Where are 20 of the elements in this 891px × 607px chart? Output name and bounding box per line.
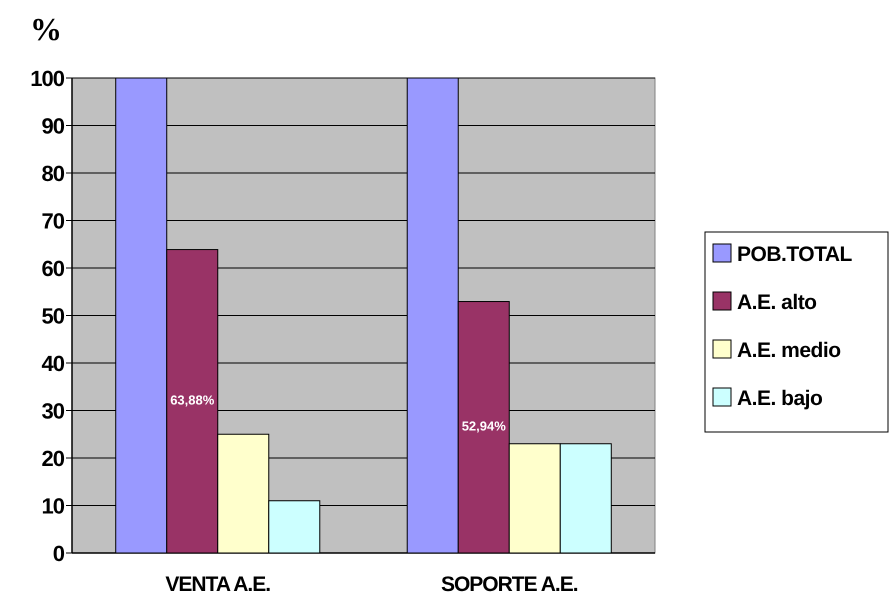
y-axis-title: % — [30, 11, 62, 47]
legend-label: A.E. medio — [737, 339, 841, 362]
legend-label: POB.TOTAL — [737, 243, 853, 266]
legend-label: A.E. bajo — [737, 387, 822, 410]
x-tick-label: VENTA A.E. — [165, 573, 270, 596]
y-tick-label: 30 — [42, 398, 65, 424]
data-label: 52,94% — [462, 418, 506, 434]
y-tick-label: 10 — [42, 494, 65, 518]
y-tick-label: 0 — [52, 541, 65, 566]
legend-label: A.E. alto — [737, 291, 817, 314]
y-tick-label: 70 — [42, 208, 65, 234]
y-tick-label: 100 — [30, 66, 65, 91]
y-tick-label: 20 — [42, 446, 65, 471]
y-tick-label: 40 — [42, 351, 65, 376]
y-tick-label: 90 — [42, 114, 65, 138]
y-tick-label: 50 — [42, 304, 65, 328]
x-tick-label: SOPORTE A.E. — [440, 573, 578, 596]
y-tick-label: 60 — [42, 256, 65, 281]
y-tick-label: 80 — [42, 161, 65, 186]
data-label: 63,88% — [170, 392, 215, 408]
